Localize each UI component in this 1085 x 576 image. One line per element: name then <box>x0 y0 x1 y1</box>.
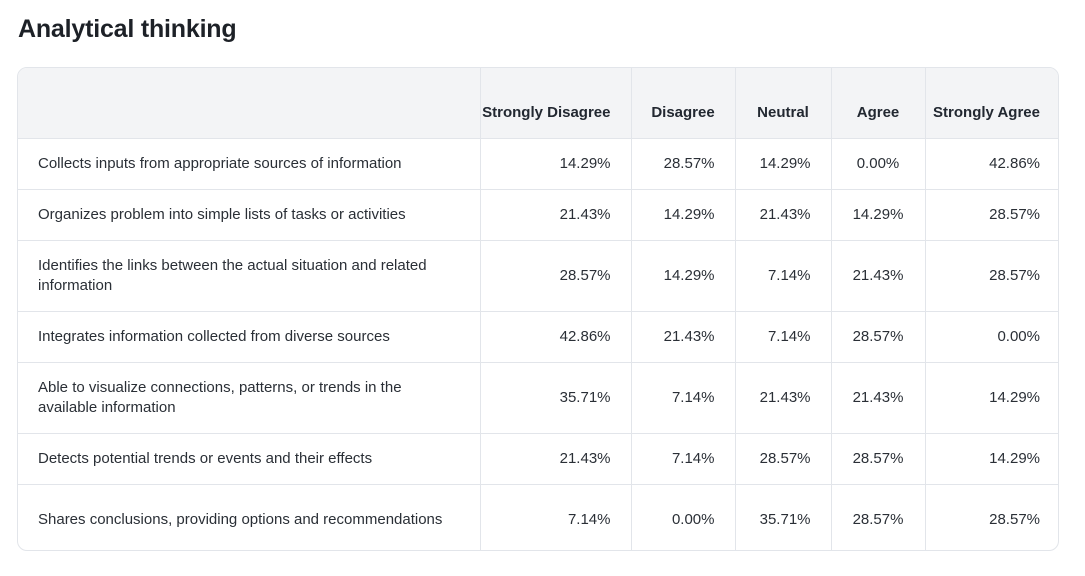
value-cell: 14.29% <box>479 138 631 189</box>
value-cell: 42.86% <box>479 310 631 362</box>
header-blank-cell <box>18 68 480 139</box>
value-cell: 21.43% <box>479 432 631 484</box>
value-cell: 0.00% <box>830 138 925 189</box>
table-row: Collects inputs from appropriate sources… <box>18 138 1058 189</box>
value-cell: 14.29% <box>830 188 925 240</box>
value-cell: 14.29% <box>630 188 735 240</box>
value-cell: 0.00% <box>630 483 735 550</box>
value-cell: 35.71% <box>479 361 631 433</box>
value-cell: 7.14% <box>734 310 831 362</box>
value-cell: 7.14% <box>734 239 831 311</box>
value-cell: 0.00% <box>924 310 1058 362</box>
value-cell: 7.14% <box>479 483 631 550</box>
results-table: Strongly Disagree Disagree Neutral Agree… <box>18 68 1058 550</box>
value-cell: 28.57% <box>830 432 925 484</box>
value-cell: 14.29% <box>734 138 831 189</box>
value-cell: 7.14% <box>630 361 735 433</box>
value-cell: 28.57% <box>734 432 831 484</box>
row-label: Identifies the links between the actual … <box>18 239 480 311</box>
value-cell: 14.29% <box>924 361 1058 433</box>
row-label: Collects inputs from appropriate sources… <box>38 154 402 172</box>
survey-results-table: Strongly Disagree Disagree Neutral Agree… <box>17 67 1059 551</box>
column-header-agree: Agree <box>830 68 925 139</box>
table-row: Detects potential trends or events and t… <box>18 432 1058 484</box>
value-cell: 7.14% <box>630 432 735 484</box>
column-header-strongly-disagree: Strongly Disagree <box>479 68 631 139</box>
table-header-row: Strongly Disagree Disagree Neutral Agree… <box>18 68 1058 139</box>
value-cell: 14.29% <box>630 239 735 311</box>
value-cell: 28.57% <box>924 483 1058 550</box>
value-cell: 28.57% <box>479 239 631 311</box>
page-title: Analytical thinking <box>18 15 237 43</box>
value-cell: 42.86% <box>924 138 1058 189</box>
value-cell: 28.57% <box>630 138 735 189</box>
value-cell: 21.43% <box>734 188 831 240</box>
value-cell: 21.43% <box>830 239 925 311</box>
table-row: Able to visualize connections, patterns,… <box>18 361 1058 433</box>
value-cell: 21.43% <box>479 188 631 240</box>
value-cell: 28.57% <box>924 239 1058 311</box>
row-label: Integrates information collected from di… <box>18 310 480 362</box>
column-header-disagree: Disagree <box>630 68 735 139</box>
value-cell: 28.57% <box>830 483 925 550</box>
row-label: Detects potential trends or events and t… <box>18 432 480 484</box>
row-label: Organizes problem into simple lists of t… <box>18 188 480 240</box>
value-cell: 21.43% <box>630 310 735 362</box>
value-cell: 35.71% <box>734 483 831 550</box>
table-row: Organizes problem into simple lists of t… <box>18 188 1058 240</box>
column-header-strongly-agree: Strongly Agree <box>924 68 1058 139</box>
column-header-neutral: Neutral <box>734 68 831 139</box>
row-label: Able to visualize connections, patterns,… <box>18 361 480 433</box>
value-cell: 14.29% <box>924 432 1058 484</box>
table-row: Shares conclusions, providing options an… <box>18 483 1058 550</box>
table-row: Integrates information collected from di… <box>18 310 1058 362</box>
value-cell: 28.57% <box>830 310 925 362</box>
value-cell: 21.43% <box>830 361 925 433</box>
value-cell: 28.57% <box>924 188 1058 240</box>
value-cell: 21.43% <box>734 361 831 433</box>
table-row: Identifies the links between the actual … <box>18 239 1058 311</box>
row-label: Shares conclusions, providing options an… <box>18 483 480 550</box>
